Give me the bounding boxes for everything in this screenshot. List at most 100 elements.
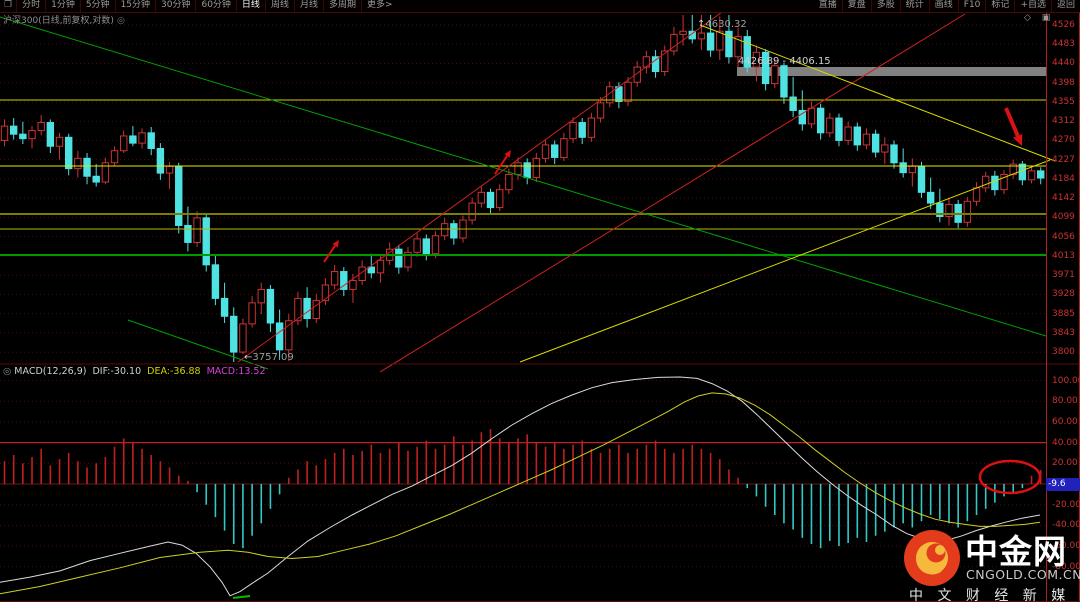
price-tick-4013: 4013: [1052, 250, 1075, 261]
candle-body: [248, 302, 256, 325]
function-item-复盘[interactable]: 复盘: [841, 0, 871, 12]
period-item-更多>[interactable]: 更多>: [360, 0, 398, 12]
resistance-band: [737, 67, 1046, 76]
candle-body: [752, 51, 761, 68]
candle-body: [853, 126, 862, 146]
price-tick-4440: 4440: [1052, 58, 1075, 69]
candle-body: [651, 56, 660, 73]
function-item-标记[interactable]: 标记: [985, 0, 1014, 12]
candle-body: [230, 315, 238, 353]
trend-line: [0, 16, 1047, 337]
period-item-5分钟[interactable]: 5分钟: [79, 0, 115, 12]
macd-tick--80: -80.00: [1052, 561, 1080, 572]
period-item-15分钟[interactable]: 15分钟: [114, 0, 155, 12]
candle-body: [789, 96, 797, 111]
symbol-bar[interactable]: 沪深300(日线,前复权,对数) ◎: [3, 13, 125, 26]
candle-body: [175, 165, 183, 226]
collapse-icon[interactable]: ◎: [3, 366, 12, 377]
candle-body: [64, 136, 73, 170]
candle-body: [899, 162, 907, 174]
candle-body: [1000, 173, 1008, 191]
candle-body: [706, 32, 715, 51]
macd-tick-20: 20.00: [1052, 458, 1078, 469]
period-item-60分钟[interactable]: 60分钟: [195, 0, 235, 12]
candle-body: [101, 162, 110, 183]
up-arrow-icon: ↑: [697, 19, 706, 30]
candle-body: [551, 144, 559, 158]
dif-value: DIF:-30.10: [92, 366, 142, 377]
period-item-分时[interactable]: 分时: [16, 0, 45, 12]
annotation-arrow-head: [504, 150, 511, 158]
function-item-+自选[interactable]: +自选: [1014, 0, 1051, 12]
price-tick-3928: 3928: [1052, 289, 1075, 300]
period-menu: ❐ 分时 1分钟 5分钟 15分钟 30分钟 60分钟 日线 周线 月线 多周期 更多>: [0, 0, 398, 12]
candle-body: [266, 288, 275, 324]
candle-body: [367, 266, 376, 274]
period-item-30分钟[interactable]: 30分钟: [155, 0, 195, 12]
symbol-dropdown-icon[interactable]: ◎: [116, 16, 125, 26]
candle-body: [606, 86, 614, 104]
candle-body: [945, 203, 953, 218]
candle-body: [165, 165, 174, 174]
function-item-统计[interactable]: 统计: [899, 0, 929, 12]
candle-body: [936, 202, 944, 218]
low-marker: ←3757.09: [244, 352, 294, 363]
candle-body: [468, 202, 476, 221]
candle-body: [835, 117, 843, 141]
candle-body: [147, 132, 155, 149]
candle-body: [972, 187, 981, 202]
function-item-多股[interactable]: 多股: [870, 0, 900, 12]
candle-body: [991, 175, 999, 191]
trend-line: [379, 13, 966, 373]
trend-line: [519, 159, 1051, 363]
candle-body: [120, 135, 128, 152]
menu-icon[interactable]: ❐: [4, 0, 13, 10]
period-item-月线[interactable]: 月线: [293, 0, 323, 12]
top-toolbar: ❐ 分时 1分钟 5分钟 15分钟 30分钟 60分钟 日线 周线 月线 多周期 更多> 直播 复盘 多股…: [0, 0, 1080, 13]
candle-body: [633, 66, 641, 83]
dea-value: DEA:-36.88: [147, 366, 201, 377]
candle-body: [807, 107, 816, 125]
period-item-1分钟[interactable]: 1分钟: [45, 0, 80, 12]
chart-panel-icons[interactable]: ◇ ▣: [1024, 13, 1055, 23]
function-item-返回[interactable]: 返回: [1050, 0, 1080, 12]
candle-body: [285, 320, 293, 351]
macd-tick-60: 60.00: [1052, 416, 1078, 427]
candle-body: [413, 238, 421, 253]
left-arrow-icon: ←: [244, 352, 253, 363]
candle-body: [275, 322, 284, 351]
candle-body: [358, 266, 366, 281]
macd-header[interactable]: ◎ MACD(12,26,9) DIF:-30.10 DEA:-36.88 MACD:1…: [3, 366, 265, 377]
price-tick-4483: 4483: [1052, 39, 1075, 50]
annotation-ellipse: [978, 459, 1042, 495]
candle-body: [862, 133, 871, 146]
candle-body: [257, 288, 265, 304]
candle-body: [688, 30, 696, 40]
period-item-周线[interactable]: 周线: [264, 0, 294, 12]
candle-body: [156, 147, 165, 174]
candle-body: [0, 125, 9, 141]
candle-body: [239, 323, 247, 353]
candle-body: [1018, 163, 1027, 181]
candle-body: [514, 162, 522, 175]
candle-body: [74, 157, 82, 170]
price-tick-4227: 4227: [1052, 154, 1075, 165]
price-tick-4398: 4398: [1052, 77, 1075, 88]
period-item-多周期[interactable]: 多周期: [322, 0, 361, 12]
symbol-label: 沪深300(日线,前复权,对数): [3, 16, 114, 26]
candle-body: [505, 173, 513, 191]
price-tick-4526: 4526: [1052, 20, 1075, 30]
period-item-日线[interactable]: 日线: [235, 0, 265, 12]
candle-body: [780, 65, 788, 98]
candle-body: [816, 107, 825, 134]
candle-body: [184, 224, 192, 243]
function-item-直播[interactable]: 直播: [818, 0, 837, 10]
macd-tick-100: 100.00: [1052, 375, 1080, 386]
candle-body: [193, 217, 201, 243]
function-item-F10[interactable]: F10: [957, 0, 986, 12]
candle-body: [1037, 170, 1045, 179]
function-item-画线[interactable]: 画线: [928, 0, 958, 12]
macd-tick--40: -40.00: [1052, 520, 1080, 531]
candle-body: [349, 279, 357, 290]
